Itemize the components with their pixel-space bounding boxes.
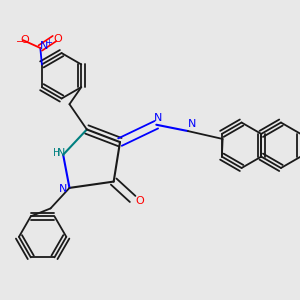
- Text: N: N: [188, 119, 196, 129]
- Text: N: N: [154, 113, 162, 123]
- Text: O: O: [53, 34, 62, 44]
- Text: N: N: [56, 148, 65, 158]
- Text: H: H: [52, 148, 60, 158]
- Text: O: O: [20, 35, 29, 45]
- Text: −: −: [16, 37, 24, 47]
- Text: N: N: [40, 41, 49, 51]
- Text: O: O: [135, 196, 144, 206]
- Text: N: N: [59, 184, 67, 194]
- Text: +: +: [45, 38, 52, 47]
